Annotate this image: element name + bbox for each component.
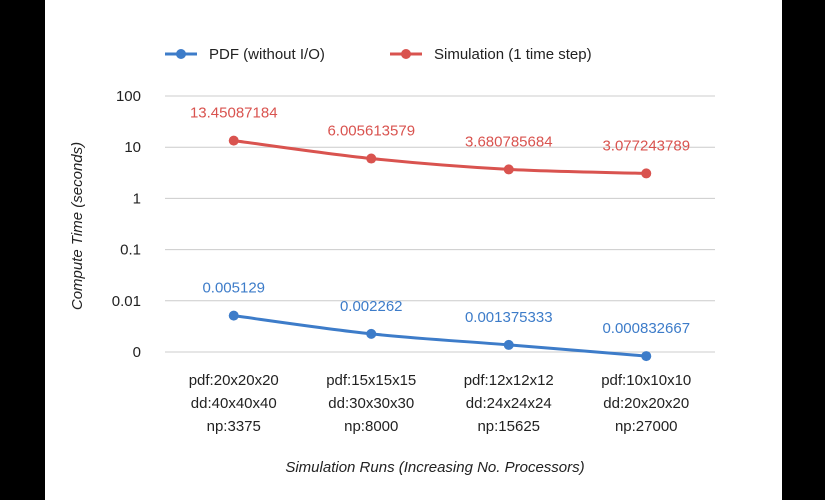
legend-label: PDF (without I/O) <box>209 46 325 63</box>
x-tick-label: dd:30x30x30 <box>328 395 414 412</box>
chart-card: 0 0.01 0.1 1 10 100 pdf:20x20x20 dd:40x40x40 np:… <box>45 0 782 500</box>
data-label: 3.077243789 <box>602 137 690 154</box>
data-label: 13.45087184 <box>190 105 278 122</box>
y-tick-label: 1 <box>133 190 141 207</box>
x-tick-label: pdf:12x12x12 <box>464 372 554 389</box>
series-line <box>233 139 647 175</box>
data-point <box>641 351 652 362</box>
y-tick-label: 0.01 <box>112 293 141 310</box>
x-tick-label: dd:20x20x20 <box>603 395 689 412</box>
x-tick-label: dd:24x24x24 <box>466 395 552 412</box>
data-point <box>641 168 652 179</box>
data-label: 0.005129 <box>202 280 265 297</box>
x-tick-label: np:27000 <box>615 418 678 435</box>
data-point <box>366 328 377 339</box>
x-tick-label: pdf:10x10x10 <box>601 372 691 389</box>
data-label: 6.005613579 <box>327 123 415 140</box>
data-label: 0.002262 <box>340 298 403 315</box>
x-tick-label: np:3375 <box>207 418 261 435</box>
x-axis-title: Simulation Runs (Increasing No. Processo… <box>285 459 584 476</box>
x-tick-label: np:15625 <box>477 418 540 435</box>
y-axis-title: Compute Time (seconds) <box>69 142 86 310</box>
line-chart: 0 0.01 0.1 1 10 100 pdf:20x20x20 dd:40x40x40 np:… <box>69 46 715 476</box>
x-tick-label: np:8000 <box>344 418 398 435</box>
legend-swatch-point <box>401 49 411 59</box>
data-point <box>228 135 239 146</box>
legend-swatch-point <box>176 49 186 59</box>
x-tick-label: dd:40x40x40 <box>191 395 277 412</box>
series-line <box>233 314 647 358</box>
data-label: 0.001375333 <box>465 309 553 326</box>
data-label: 3.680785684 <box>465 133 553 150</box>
data-point <box>503 164 514 175</box>
y-tick-label: 10 <box>124 139 141 156</box>
y-tick-label: 100 <box>116 88 141 105</box>
y-tick-label: 0.1 <box>120 242 141 259</box>
legend-label: Simulation (1 time step) <box>434 46 592 63</box>
y-tick-label: 0 <box>133 344 141 361</box>
data-point <box>228 310 239 321</box>
x-tick-label: pdf:20x20x20 <box>189 372 279 389</box>
data-point <box>503 339 514 350</box>
data-point <box>366 153 377 164</box>
data-label: 0.000832667 <box>602 320 690 337</box>
x-tick-label: pdf:15x15x15 <box>326 372 416 389</box>
